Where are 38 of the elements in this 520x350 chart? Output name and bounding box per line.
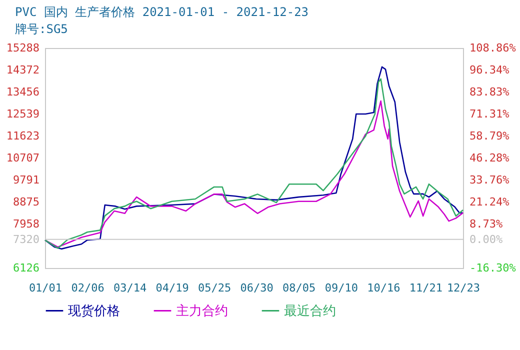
legend-label: 主力合约 [176,302,228,319]
x-tick-label: 05/25 [198,282,232,294]
y-tick-label: 10707 [6,152,40,164]
y2-tick-label: 0.00% [470,232,503,246]
y2-tick-label: 58.79% [470,130,510,143]
y-tick-label: 8875 [13,195,40,208]
x-tick-label: 04/19 [156,282,189,294]
y2-tick-label: 8.73% [470,218,503,231]
legend-label: 最近合约 [284,304,336,319]
y-tick-label: 12539 [6,108,40,121]
x-tick-label: 02/06 [71,282,104,294]
chart-title: PVC 国内 生产者价格 2021-01-01 - 2021-12-23 [15,5,309,19]
x-tick-label: 10/16 [367,282,400,294]
y2-tick-label: 21.24% [470,196,510,209]
chart-subtitle: 牌号:SG5 [15,22,68,36]
y2-tick-label: 33.76% [470,174,510,187]
x-tick-label: 09/10 [324,282,358,294]
x-tick-label: 06/30 [240,282,274,294]
x-tick-label: 03/14 [113,282,147,294]
y2-tick-label: -16.30% [470,262,516,274]
y-tick-label: 14372 [6,63,40,76]
y2-tick-label: 108.86% [470,42,516,54]
y-tick-label: 9791 [13,173,40,186]
x-tick-label: 08/05 [282,282,316,294]
x-tick-label: 01/01 [28,282,62,294]
y2-tick-label: 96.34% [470,64,510,77]
x-tick-label: 12/23 [446,282,480,294]
y-tick-label: 15288 [6,42,40,54]
y-tick-label: 11623 [6,130,40,143]
x-tick-label: 11/21 [409,282,442,294]
legend-label: 现货价格 [68,304,120,319]
y2-tick-label: 83.83% [470,85,510,98]
y2-tick-label: 71.31% [470,108,510,121]
y2-tick-label: 46.28% [470,152,510,164]
y-tick-label: 7958 [13,218,40,231]
y-tick-label: 7320 [13,232,40,246]
y-tick-label: 6126 [13,262,40,274]
y-tick-label: 13456 [6,85,40,98]
